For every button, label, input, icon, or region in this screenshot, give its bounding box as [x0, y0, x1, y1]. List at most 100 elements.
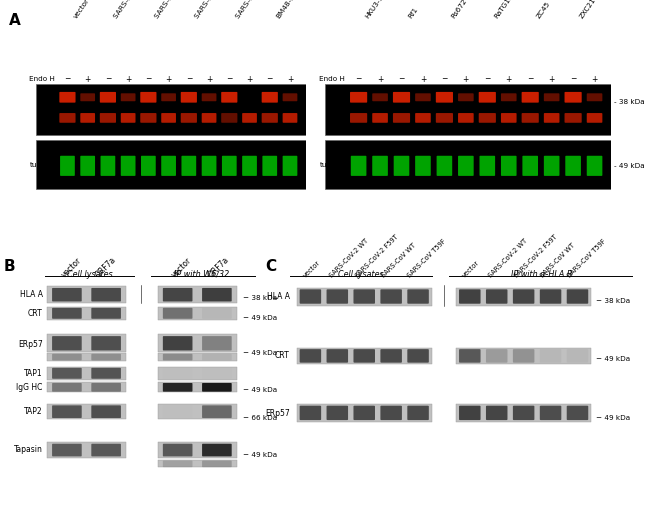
- FancyBboxPatch shape: [459, 349, 480, 363]
- Text: −: −: [186, 75, 192, 84]
- FancyBboxPatch shape: [161, 93, 176, 101]
- FancyBboxPatch shape: [478, 113, 496, 123]
- Text: −: −: [145, 75, 151, 84]
- Bar: [158, 353, 237, 361]
- FancyBboxPatch shape: [486, 349, 508, 363]
- FancyBboxPatch shape: [52, 308, 82, 319]
- FancyBboxPatch shape: [202, 406, 231, 418]
- FancyBboxPatch shape: [222, 156, 237, 176]
- FancyBboxPatch shape: [181, 92, 197, 103]
- Text: − 49 kDa: − 49 kDa: [596, 415, 630, 421]
- FancyBboxPatch shape: [202, 288, 231, 301]
- FancyBboxPatch shape: [393, 92, 410, 103]
- Text: +: +: [84, 75, 91, 84]
- Text: +: +: [206, 75, 213, 84]
- Bar: [456, 404, 591, 422]
- Bar: [158, 367, 237, 380]
- FancyBboxPatch shape: [59, 113, 75, 123]
- FancyBboxPatch shape: [81, 156, 95, 176]
- Text: Endo H: Endo H: [29, 76, 55, 82]
- FancyBboxPatch shape: [350, 92, 367, 103]
- Bar: [47, 442, 125, 458]
- Text: vector: vector: [73, 0, 91, 19]
- Bar: [158, 442, 237, 458]
- FancyBboxPatch shape: [380, 289, 402, 304]
- FancyBboxPatch shape: [163, 354, 192, 360]
- Text: +: +: [125, 75, 131, 84]
- FancyBboxPatch shape: [121, 113, 135, 123]
- Text: SARS-CoV WT: SARS-CoV WT: [380, 243, 417, 279]
- FancyBboxPatch shape: [81, 93, 95, 101]
- FancyBboxPatch shape: [415, 113, 431, 123]
- Bar: [325, 84, 611, 136]
- FancyBboxPatch shape: [415, 93, 431, 101]
- FancyBboxPatch shape: [52, 336, 82, 350]
- Bar: [47, 382, 125, 392]
- Text: HKU3-1: HKU3-1: [365, 0, 385, 19]
- FancyBboxPatch shape: [372, 156, 388, 176]
- FancyBboxPatch shape: [393, 113, 410, 123]
- FancyBboxPatch shape: [540, 349, 562, 363]
- FancyBboxPatch shape: [544, 156, 560, 176]
- Bar: [47, 307, 125, 320]
- Text: +: +: [165, 75, 172, 84]
- FancyBboxPatch shape: [283, 93, 297, 101]
- FancyBboxPatch shape: [242, 113, 257, 123]
- Text: Rs672: Rs672: [450, 0, 468, 19]
- Text: HLA: HLA: [330, 101, 345, 106]
- FancyBboxPatch shape: [91, 308, 121, 319]
- Text: +: +: [287, 75, 293, 84]
- FancyBboxPatch shape: [202, 368, 231, 379]
- FancyBboxPatch shape: [163, 406, 192, 418]
- FancyBboxPatch shape: [587, 156, 603, 176]
- FancyBboxPatch shape: [262, 92, 278, 103]
- Text: Cell lysates: Cell lysates: [338, 269, 384, 279]
- FancyBboxPatch shape: [163, 288, 192, 301]
- Text: SARS-CoV T59F: SARS-CoV T59F: [235, 0, 272, 19]
- FancyBboxPatch shape: [478, 92, 496, 103]
- FancyBboxPatch shape: [326, 406, 348, 420]
- Bar: [158, 334, 237, 352]
- Text: CRT: CRT: [28, 309, 43, 318]
- Text: SARS-CoV-2 F59T: SARS-CoV-2 F59T: [354, 234, 399, 279]
- FancyBboxPatch shape: [60, 156, 75, 176]
- FancyBboxPatch shape: [544, 113, 560, 123]
- FancyBboxPatch shape: [100, 92, 116, 103]
- FancyBboxPatch shape: [567, 289, 588, 304]
- FancyBboxPatch shape: [523, 156, 538, 176]
- Text: SARS-CoV WT: SARS-CoV WT: [540, 243, 577, 279]
- FancyBboxPatch shape: [202, 308, 231, 319]
- Text: ZXC21: ZXC21: [579, 0, 597, 19]
- FancyBboxPatch shape: [513, 406, 534, 420]
- Text: +: +: [463, 75, 469, 84]
- FancyBboxPatch shape: [459, 289, 480, 304]
- FancyBboxPatch shape: [100, 113, 116, 123]
- FancyBboxPatch shape: [459, 406, 480, 420]
- FancyBboxPatch shape: [91, 444, 121, 457]
- FancyBboxPatch shape: [202, 93, 216, 101]
- FancyBboxPatch shape: [567, 406, 588, 420]
- Text: SARS-CoV-2 F59T: SARS-CoV-2 F59T: [514, 234, 559, 279]
- FancyBboxPatch shape: [91, 288, 121, 301]
- FancyBboxPatch shape: [141, 156, 156, 176]
- FancyBboxPatch shape: [163, 461, 192, 467]
- Text: +: +: [377, 75, 384, 84]
- FancyBboxPatch shape: [52, 288, 82, 301]
- FancyBboxPatch shape: [540, 289, 562, 304]
- Text: −: −: [226, 75, 233, 84]
- Text: RaTG13a: RaTG13a: [493, 0, 517, 19]
- Text: −: −: [105, 75, 111, 84]
- Bar: [158, 307, 237, 320]
- FancyBboxPatch shape: [202, 156, 216, 176]
- FancyBboxPatch shape: [458, 93, 474, 101]
- FancyBboxPatch shape: [326, 349, 348, 363]
- Text: − 49 kDa: − 49 kDa: [596, 357, 630, 363]
- Text: − 49 kDa: − 49 kDa: [243, 453, 278, 459]
- FancyBboxPatch shape: [161, 156, 176, 176]
- FancyBboxPatch shape: [501, 113, 517, 123]
- Text: +: +: [592, 75, 598, 84]
- FancyBboxPatch shape: [202, 354, 231, 360]
- Text: IgG HC: IgG HC: [16, 383, 43, 392]
- Text: Cell lysates: Cell lysates: [67, 269, 113, 279]
- Text: − 38 kDa: − 38 kDa: [243, 295, 278, 301]
